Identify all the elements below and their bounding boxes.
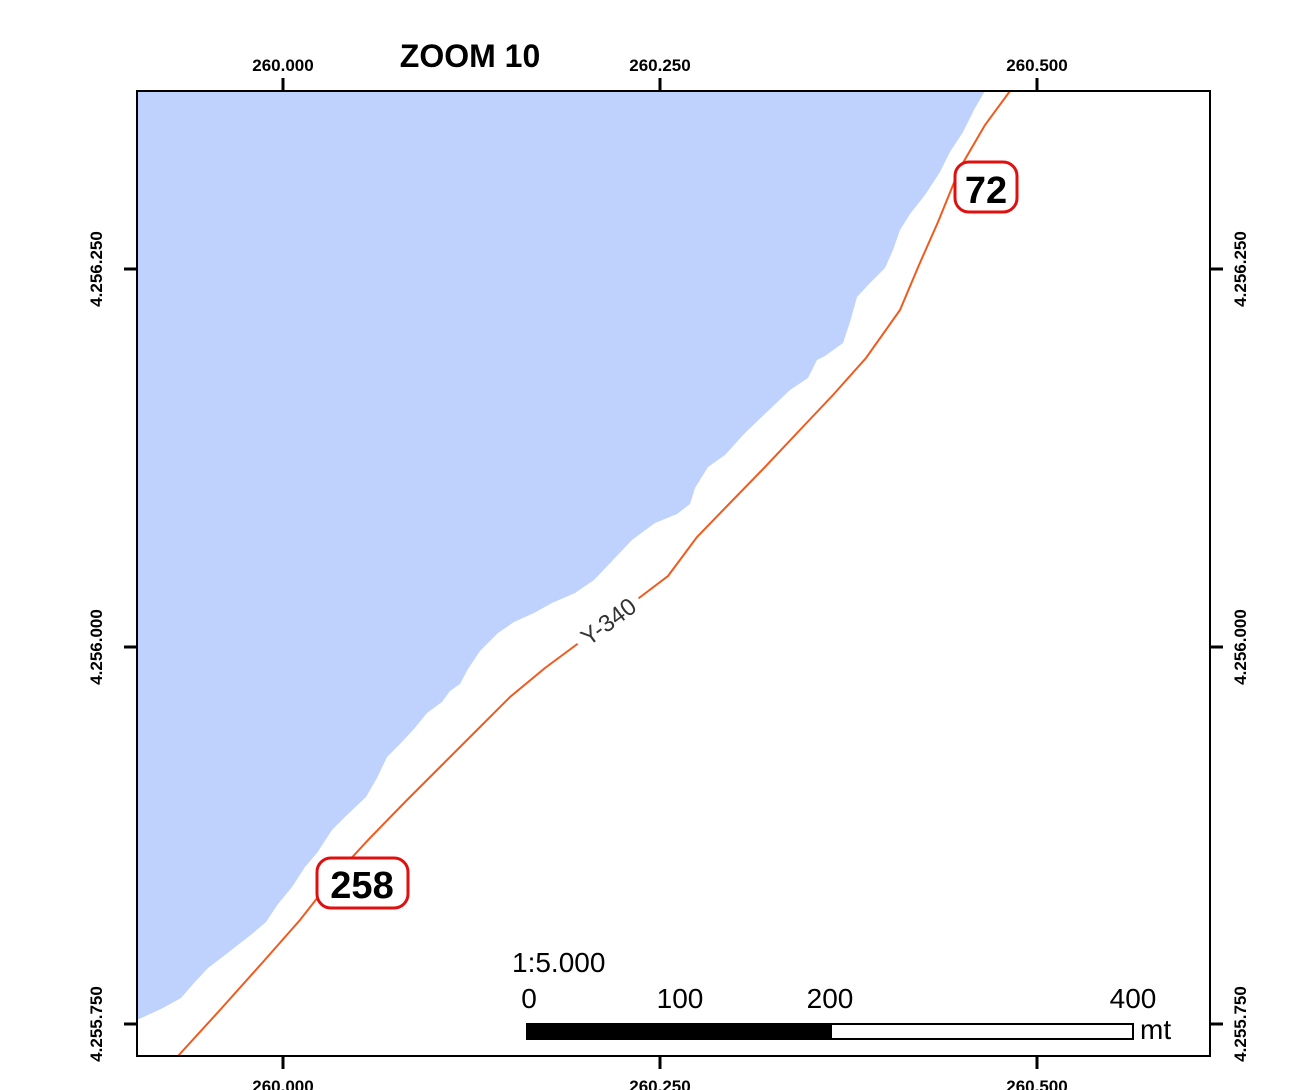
scale-label-400: 400 bbox=[1110, 983, 1157, 1014]
x-tick-label-bottom: 260.500 bbox=[1006, 1077, 1067, 1090]
y-tick-label-left: 4.256.250 bbox=[87, 231, 106, 307]
marker-72-outline bbox=[953, 160, 1019, 214]
x-tick-label-top: 260.500 bbox=[1006, 56, 1067, 75]
marker-258-label: 258 bbox=[330, 865, 393, 907]
water-body bbox=[137, 91, 985, 1020]
scale-label-200: 200 bbox=[807, 983, 854, 1014]
map-frame bbox=[136, 90, 1211, 1057]
left-ticks bbox=[124, 267, 137, 1026]
scale-ratio: 1:5.000 bbox=[512, 947, 605, 978]
scale-label-0: 0 bbox=[521, 983, 537, 1014]
y-tick-label-right: 4.256.250 bbox=[1231, 231, 1250, 307]
x-tick-label-bottom: 260.000 bbox=[252, 1077, 313, 1090]
marker-72: 72 bbox=[953, 160, 1019, 214]
marker-72-label: 72 bbox=[965, 170, 1007, 212]
y-tick-label-left: 4.256.000 bbox=[87, 609, 106, 685]
road-label-halo bbox=[569, 587, 646, 654]
scale-label-100: 100 bbox=[657, 983, 704, 1014]
x-tick-label-top: 260.000 bbox=[252, 56, 313, 75]
scale-bar-outline bbox=[526, 1023, 1134, 1040]
scale-unit: mt bbox=[1140, 1014, 1171, 1045]
y-tick-label-right: 4.256.000 bbox=[1231, 609, 1250, 685]
y-tick-label-left: 4.255.750 bbox=[87, 986, 106, 1062]
x-tick-label-top: 260.250 bbox=[629, 56, 690, 75]
y-tick-label-right: 4.255.750 bbox=[1231, 986, 1250, 1062]
scale-bar: 1:5.000 0 100 200 400 mt bbox=[512, 947, 1171, 1045]
scale-bar-filled bbox=[527, 1024, 831, 1039]
bottom-ticks bbox=[281, 1056, 1039, 1069]
top-ticks bbox=[281, 78, 1039, 91]
right-ticks bbox=[1210, 267, 1223, 1026]
map-title: ZOOM 10 bbox=[400, 38, 540, 74]
marker-258-outline bbox=[315, 856, 410, 910]
scale-bar-empty bbox=[830, 1023, 1134, 1040]
marker-258: 258 bbox=[315, 856, 410, 910]
x-tick-label-bottom: 260.250 bbox=[629, 1077, 690, 1090]
